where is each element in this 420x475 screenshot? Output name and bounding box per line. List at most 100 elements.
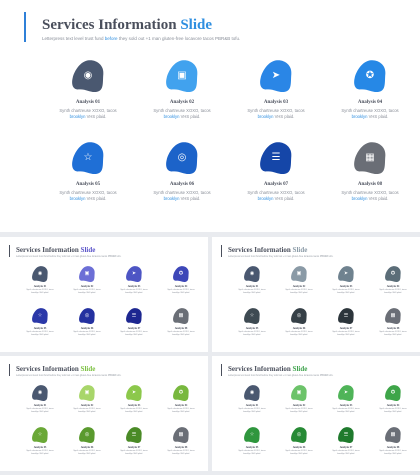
slide-thumbnail[interactable]: Services Information Slide Letterpress te… <box>0 356 208 471</box>
service-icon: ✪ <box>178 270 184 277</box>
desc-link[interactable]: brooklyn <box>257 195 274 201</box>
service-description: Synth chartreuse XOXO, tacos brooklyn VHS… <box>226 190 326 201</box>
service-icon: ➤ <box>343 270 349 277</box>
service-card: ☰ Analysis 07 Synth chartreuse XOXO, tacos… <box>322 307 370 337</box>
desc-text-end: brooklyn VHS plaid. <box>384 291 402 294</box>
desc-link[interactable]: brooklyn <box>163 195 180 201</box>
desc-text-end: brooklyn VHS plaid. <box>290 410 308 413</box>
title-text: Services Information <box>42 17 177 33</box>
desc-text-end: brooklyn VHS plaid. <box>172 410 190 413</box>
service-blob: ▦ <box>170 307 192 325</box>
service-icon: ▦ <box>390 312 396 319</box>
service-description: Synth chartreuse XOXO, tacos brooklyn VHS… <box>369 331 417 337</box>
service-blob: ✪ <box>382 384 404 402</box>
service-icon: ➤ <box>131 270 137 277</box>
service-label: Analysis 05 <box>245 327 259 330</box>
desc-text: Synth chartreuse XOXO, tacos <box>26 408 54 410</box>
main-slide: Services Information Slide Letterpress t… <box>0 0 420 232</box>
service-description: Synth chartreuse XOXO, tacos brooklyn VHS… <box>322 331 370 337</box>
service-label: Analysis 02 <box>169 100 195 105</box>
slide-thumbnail[interactable]: Services Information Slide Letterpress te… <box>212 237 420 352</box>
desc-text-end: VHS plaid. <box>368 195 389 201</box>
desc-text-end: brooklyn VHS plaid. <box>384 410 402 413</box>
service-label: Analysis 03 <box>339 285 353 288</box>
desc-text: Synth chartreuse XOXO, tacos <box>120 289 148 291</box>
service-icon: ☰ <box>343 431 349 438</box>
service-label: Analysis 08 <box>386 327 400 330</box>
service-label: Analysis 07 <box>127 446 141 449</box>
desc-link[interactable]: brooklyn <box>69 195 86 201</box>
service-description: Synth chartreuse XOXO, tacos brooklyn VHS… <box>369 289 417 295</box>
service-label: Analysis 06 <box>80 327 94 330</box>
service-description: Synth chartreuse XOXO, tacos brooklyn VHS… <box>63 450 111 456</box>
desc-link[interactable]: brooklyn <box>163 113 180 119</box>
service-card: ☆ Analysis 05 Synth chartreuse XOXO, tacos… <box>16 426 64 456</box>
desc-text-end: VHS plaid. <box>180 195 201 201</box>
service-blob: ➤ <box>335 265 357 283</box>
service-label: Analysis 05 <box>245 446 259 449</box>
service-description: Synth chartreuse XOXO, tacos brooklyn VHS… <box>228 289 276 295</box>
thumbnail-title-highlight: Slide <box>292 246 308 254</box>
service-label: Analysis 05 <box>33 446 47 449</box>
desc-text: Synth chartreuse XOXO, tacos <box>167 450 195 452</box>
service-label: Analysis 02 <box>292 404 306 407</box>
desc-text: Synth chartreuse XOXO, tacos <box>379 408 407 410</box>
desc-text-end: brooklyn VHS plaid. <box>243 452 261 455</box>
user-circle-icon: ◉ <box>83 70 93 81</box>
desc-text: Synth chartreuse XOXO, tacos <box>285 331 313 333</box>
desc-text-end: brooklyn VHS plaid. <box>337 291 355 294</box>
desc-link[interactable]: brooklyn <box>351 195 368 201</box>
service-description: Synth chartreuse XOXO, tacos brooklyn VHS… <box>63 408 111 414</box>
desc-text-end: brooklyn VHS plaid. <box>78 452 96 455</box>
service-icon: ☰ <box>131 312 137 319</box>
service-icon: ▦ <box>390 431 396 438</box>
desc-text: Synth chartreuse XOXO, tacos <box>332 450 360 452</box>
desc-text-end: brooklyn VHS plaid. <box>31 410 49 413</box>
service-label: Analysis 01 <box>33 285 47 288</box>
service-icon: ✪ <box>390 270 396 277</box>
desc-text: Synth chartreuse XOXO, tacos <box>379 450 407 452</box>
service-description: Synth chartreuse XOXO, tacos brooklyn VHS… <box>228 331 276 337</box>
bookmark-icon: ▣ <box>177 70 187 81</box>
coins-icon: ◎ <box>177 152 187 163</box>
service-description: Synth chartreuse XOXO, tacos brooklyn VHS… <box>16 289 64 295</box>
service-blob: ◎ <box>160 140 204 176</box>
desc-link[interactable]: brooklyn <box>69 113 86 119</box>
service-description: Synth chartreuse XOXO, tacos brooklyn VHS… <box>369 408 417 414</box>
desc-text-end: brooklyn VHS plaid. <box>31 291 49 294</box>
service-label: Analysis 04 <box>386 404 400 407</box>
page-subtitle: Letterpress text level trust fund before… <box>42 36 240 41</box>
desc-text-end: VHS plaid. <box>86 113 107 119</box>
service-card: ◉ Analysis 01 Synth chartreuse XOXO, tacos… <box>228 265 276 295</box>
service-icon: ◎ <box>296 312 302 319</box>
service-icon: ☆ <box>249 312 255 319</box>
service-label: Analysis 04 <box>174 285 188 288</box>
service-icon: ➤ <box>131 389 137 396</box>
service-label: Analysis 07 <box>339 446 353 449</box>
desc-link[interactable]: brooklyn <box>257 113 274 119</box>
desc-text: Synth chartreuse XOXO, tacos <box>247 108 305 113</box>
service-label: Analysis 02 <box>80 404 94 407</box>
service-blob: ☆ <box>29 307 51 325</box>
desc-text-end: brooklyn VHS plaid. <box>337 410 355 413</box>
service-icon: ☆ <box>249 431 255 438</box>
slide-thumbnail[interactable]: Services Information Slide Letterpress te… <box>212 356 420 471</box>
service-blob: ◉ <box>241 384 263 402</box>
desc-text: Synth chartreuse XOXO, tacos <box>238 408 266 410</box>
slide-thumbnail[interactable]: Services Information Slide Letterpress te… <box>0 237 208 352</box>
desc-text-end: brooklyn VHS plaid. <box>31 452 49 455</box>
service-card: ◎ Analysis 06 Synth chartreuse XOXO, tacos… <box>63 307 111 337</box>
desc-text-end: VHS plaid. <box>86 195 107 201</box>
desc-text-end: VHS plaid. <box>368 113 389 119</box>
desc-text-end: brooklyn VHS plaid. <box>172 452 190 455</box>
thumbnail-title-highlight: Slide <box>80 246 96 254</box>
desc-link[interactable]: brooklyn <box>351 113 368 119</box>
service-card: ➤ Analysis 03 Synth chartreuse XOXO, tacos… <box>322 265 370 295</box>
thumbnail-title: Services Information Slide <box>16 246 95 254</box>
desc-text: Synth chartreuse XOXO, tacos <box>332 408 360 410</box>
service-label: Analysis 04 <box>357 100 383 105</box>
service-icon: ◎ <box>84 431 90 438</box>
service-icon: ▣ <box>296 389 302 396</box>
subtitle-link[interactable]: before <box>104 36 118 41</box>
service-icon: ◎ <box>84 312 90 319</box>
